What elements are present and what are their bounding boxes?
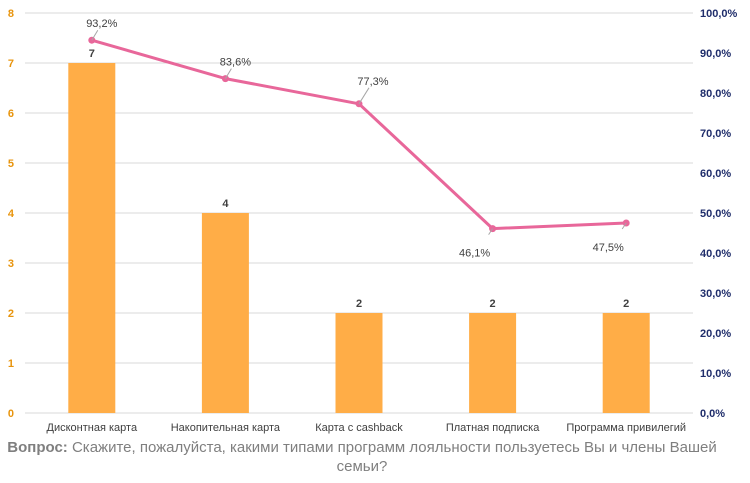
y-right-tick-label: 60,0% — [700, 168, 731, 180]
y-right-tick-label: 20,0% — [700, 328, 731, 340]
bar-value-label: 4 — [222, 198, 229, 210]
line-series — [88, 36, 630, 233]
y-left-tick-label: 5 — [8, 158, 14, 170]
bar-value-label: 7 — [89, 48, 95, 60]
y-left-tick-label: 7 — [8, 58, 14, 70]
bar-value-label: 2 — [623, 298, 629, 310]
y-left-tick-label: 1 — [8, 358, 14, 370]
y-right-tick-label: 100,0% — [700, 8, 738, 20]
caption-text: Скажите, пожалуйста, какими типами прогр… — [71, 439, 717, 475]
gridlines — [25, 12, 693, 414]
y-right-tick-label: 0,0% — [700, 408, 725, 420]
chart-caption: Вопрос: Скажите, пожалуйста, какими типа… — [0, 438, 724, 476]
bar — [602, 313, 650, 413]
axes: 0123456780,0%10,0%20,0%30,0%40,0%50,0%60… — [8, 8, 738, 434]
x-tick-label: Дисконтная карта — [47, 422, 138, 434]
y-right-tick-label: 10,0% — [700, 368, 731, 380]
line-value-label: 46,1% — [459, 248, 490, 260]
line-path — [91, 38, 627, 231]
y-right-tick-label: 50,0% — [700, 208, 731, 220]
bar-value-label: 2 — [490, 298, 496, 310]
line-value-label: 83,6% — [220, 57, 251, 69]
bar-value-label: 2 — [356, 298, 362, 310]
bar — [469, 313, 517, 413]
x-tick-label: Платная подписка — [446, 422, 540, 434]
y-left-tick-label: 6 — [8, 108, 14, 120]
y-left-tick-label: 0 — [8, 408, 14, 420]
y-right-tick-label: 40,0% — [700, 248, 731, 260]
leader-line — [224, 68, 232, 79]
x-tick-label: Карта с cashback — [315, 422, 403, 434]
bar-series — [68, 63, 650, 413]
y-left-tick-label: 4 — [8, 208, 15, 220]
data-labels: 7 4 2 2 2 93,2% 83,6% 77,3% 46,1% 47,5% — [86, 18, 629, 310]
leader-line — [488, 228, 494, 235]
leader-line — [621, 222, 627, 230]
y-right-tick-label: 80,0% — [700, 88, 731, 100]
line-value-label: 77,3% — [357, 76, 388, 88]
y-left-tick-label: 8 — [8, 8, 14, 20]
y-left-tick-label: 2 — [8, 308, 14, 320]
y-left-tick-label: 3 — [8, 258, 14, 270]
y-right-tick-label: 70,0% — [700, 128, 731, 140]
y-right-tick-label: 90,0% — [700, 48, 731, 60]
leader-line — [358, 87, 370, 105]
bar — [68, 63, 116, 413]
line-value-label: 47,5% — [593, 242, 624, 254]
y-right-tick-label: 30,0% — [700, 288, 731, 300]
leader-line — [91, 29, 99, 41]
bar — [335, 313, 383, 413]
bar — [201, 213, 249, 413]
x-tick-label: Программа привилегий — [566, 422, 686, 434]
caption-bold: Вопрос: — [7, 439, 68, 456]
line-value-label: 93,2% — [86, 18, 117, 30]
x-tick-label: Накопительная карта — [171, 422, 281, 434]
